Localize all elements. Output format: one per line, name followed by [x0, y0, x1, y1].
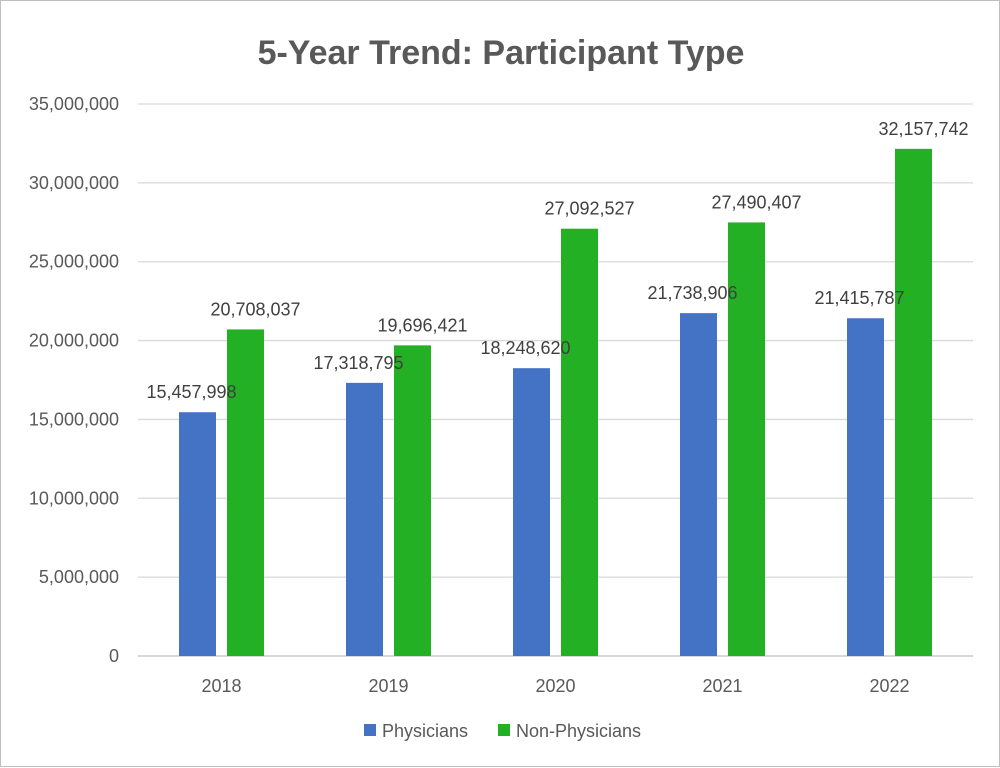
- data-label: 20,708,037: [210, 299, 300, 319]
- data-label: 21,415,787: [814, 288, 904, 308]
- data-label: 15,457,998: [146, 382, 236, 402]
- y-tick-label: 20,000,000: [29, 331, 119, 351]
- legend-label: Physicians: [382, 721, 468, 741]
- data-labels: 15,457,998 20,708,037 17,318,795 19,696,421…: [146, 119, 968, 402]
- x-tick-label: 2020: [535, 676, 575, 696]
- data-label: 18,248,620: [480, 338, 570, 358]
- bar-physicians-2018: [179, 412, 216, 656]
- y-tick-label: 35,000,000: [29, 94, 119, 114]
- x-tick-label: 2018: [201, 676, 241, 696]
- bar-non-physicians-2021: [728, 222, 765, 656]
- data-label: 27,092,527: [544, 199, 634, 219]
- y-tick-label: 25,000,000: [29, 252, 119, 272]
- bars: [179, 148, 932, 656]
- data-label: 21,738,906: [647, 283, 737, 303]
- y-axis-ticks: 0 5,000,000 10,000,000 15,000,000 20,000,000…: [29, 94, 119, 666]
- bar-non-physicians-2022: [895, 148, 932, 656]
- data-label: 27,490,407: [711, 192, 801, 212]
- bar-physicians-2019: [346, 382, 383, 656]
- legend-swatch: [498, 724, 510, 736]
- y-tick-label: 10,000,000: [29, 488, 119, 508]
- x-tick-label: 2022: [869, 676, 909, 696]
- y-tick-label: 5,000,000: [39, 567, 119, 587]
- y-tick-label: 15,000,000: [29, 409, 119, 429]
- bar-physicians-2021: [680, 313, 717, 656]
- y-tick-label: 30,000,000: [29, 173, 119, 193]
- chart-title: 5-Year Trend: Participant Type: [258, 34, 745, 72]
- bar-physicians-2020: [513, 368, 550, 656]
- data-label: 17,318,795: [313, 353, 403, 373]
- x-tick-label: 2021: [702, 676, 742, 696]
- x-tick-label: 2019: [368, 676, 408, 696]
- legend-swatch: [364, 724, 376, 736]
- bar-physicians-2022: [847, 318, 884, 656]
- x-axis-ticks: 2018 2019 2020 2021 2022: [201, 676, 909, 696]
- bar-non-physicians-2020: [561, 228, 598, 656]
- gridlines: [138, 103, 973, 657]
- bar-non-physicians-2019: [394, 345, 431, 656]
- y-tick-label: 0: [109, 646, 119, 666]
- data-label: 19,696,421: [377, 315, 467, 335]
- legend-label: Non-Physicians: [516, 721, 641, 741]
- legend: Physicians Non-Physicians: [364, 721, 641, 741]
- data-label: 32,157,742: [878, 119, 968, 139]
- bar-non-physicians-2018: [227, 329, 264, 656]
